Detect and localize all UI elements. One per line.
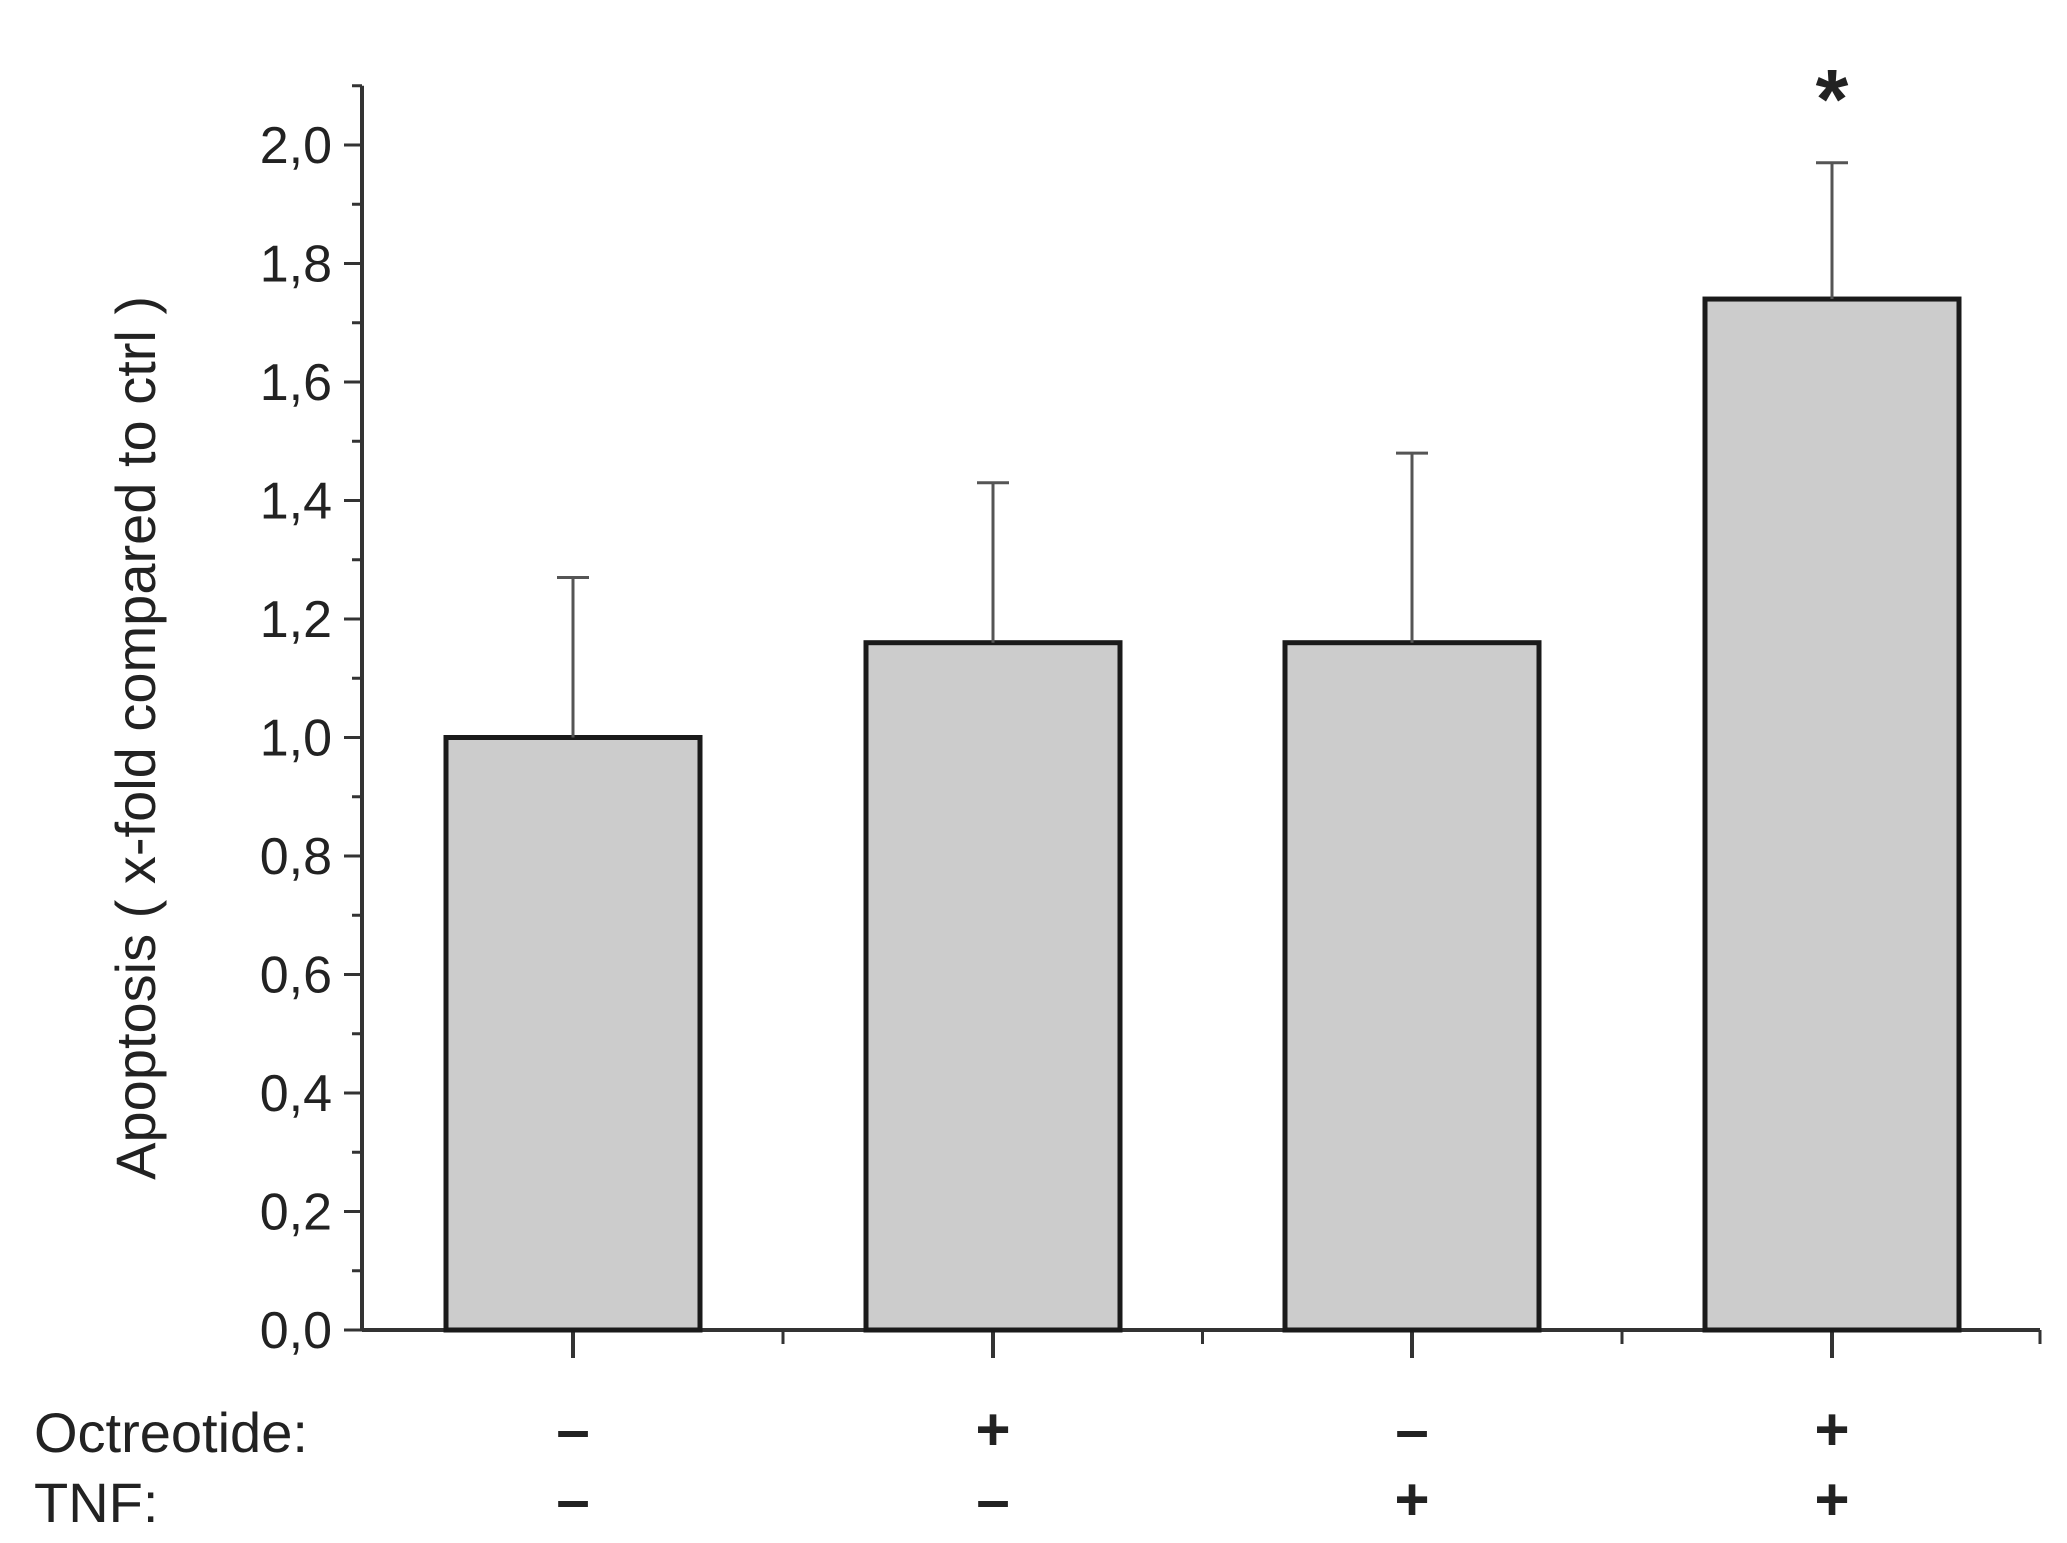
y-axis-title: Apoptosis ( x-fold compared to ctrl ) [104, 296, 167, 1180]
y-tick-label: 1,4 [260, 473, 332, 531]
y-tick-label: 0,8 [260, 828, 332, 886]
factor-value: – [1395, 1396, 1428, 1463]
factor-value: – [556, 1396, 589, 1463]
factor-value: + [1394, 1466, 1429, 1533]
bar [1702, 296, 1962, 1333]
y-tick-label: 2,0 [260, 117, 332, 175]
bar [443, 735, 703, 1333]
error-bars [557, 161, 1848, 738]
bar [1282, 640, 1542, 1333]
factor-value: + [1814, 1396, 1849, 1463]
factor-value: – [556, 1466, 589, 1533]
significance-marker: * [1816, 52, 1849, 146]
y-tick-label: 1,0 [260, 710, 332, 768]
factor-value: – [976, 1466, 1009, 1533]
bar [863, 640, 1123, 1333]
significance-markers: * [1816, 52, 1849, 146]
factor-row-label: Octreotide: [34, 1401, 308, 1464]
factor-value: + [975, 1396, 1010, 1463]
y-tick-label: 0,2 [260, 1184, 332, 1242]
y-tick-label: 0,0 [260, 1302, 332, 1360]
y-tick-label: 0,6 [260, 947, 332, 1005]
x-axis [362, 1328, 2042, 1358]
factor-row-label: TNF: [34, 1471, 158, 1534]
y-tick-label: 1,6 [260, 354, 332, 412]
bars [443, 296, 1962, 1333]
y-tick-label: 1,2 [260, 591, 332, 649]
y-tick-label: 1,8 [260, 236, 332, 294]
y-axis: 0,0 0,2 0,4 0,6 0,8 1,0 1,2 1,4 1,6 1,8 2,0 [260, 84, 364, 1360]
y-tick-label: 0,4 [260, 1065, 332, 1123]
factor-table: Octreotide: – + – +TNF: – – + + [34, 1396, 1850, 1534]
factor-value: + [1814, 1466, 1849, 1533]
